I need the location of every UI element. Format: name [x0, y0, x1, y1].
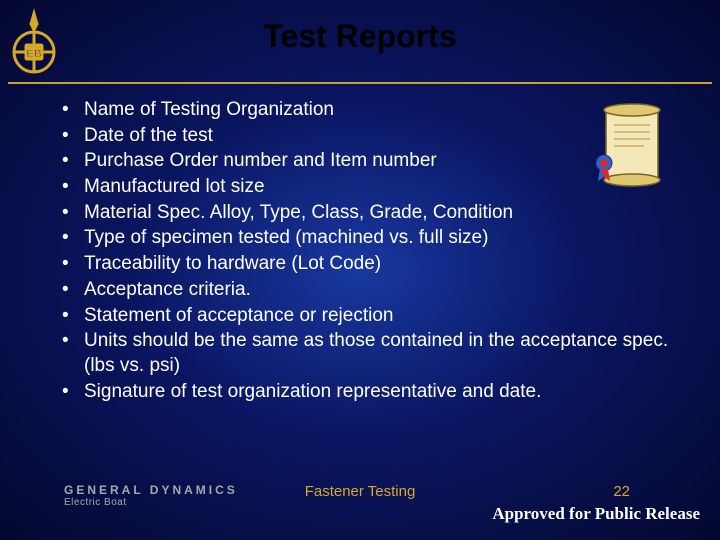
bullet-list: Name of Testing Organization Date of the… — [62, 98, 680, 404]
list-item: Purchase Order number and Item number — [62, 149, 680, 174]
title-underline — [8, 82, 712, 84]
page-number: 22 — [613, 483, 630, 500]
list-item: Signature of test organization represent… — [62, 380, 680, 405]
list-item: Manufactured lot size — [62, 175, 680, 200]
list-item: Units should be the same as those contai… — [62, 329, 680, 378]
slide-title: Test Reports — [0, 0, 720, 65]
footer-center-text: Fastener Testing — [0, 483, 720, 500]
list-item: Material Spec. Alloy, Type, Class, Grade… — [62, 201, 680, 226]
slide-footer: GENERAL DYNAMICS Electric Boat Fastener … — [0, 476, 720, 530]
list-item: Name of Testing Organization — [62, 98, 680, 123]
bullet-list-container: Name of Testing Organization Date of the… — [62, 98, 680, 405]
list-item: Type of specimen tested (machined vs. fu… — [62, 226, 680, 251]
list-item: Date of the test — [62, 124, 680, 149]
list-item: Traceability to hardware (Lot Code) — [62, 252, 680, 277]
release-statement: Approved for Public Release — [492, 504, 700, 524]
list-item: Statement of acceptance or rejection — [62, 304, 680, 329]
list-item: Acceptance criteria. — [62, 278, 680, 303]
svg-text:EB: EB — [26, 48, 41, 60]
company-eb-logo: EB — [8, 8, 60, 78]
